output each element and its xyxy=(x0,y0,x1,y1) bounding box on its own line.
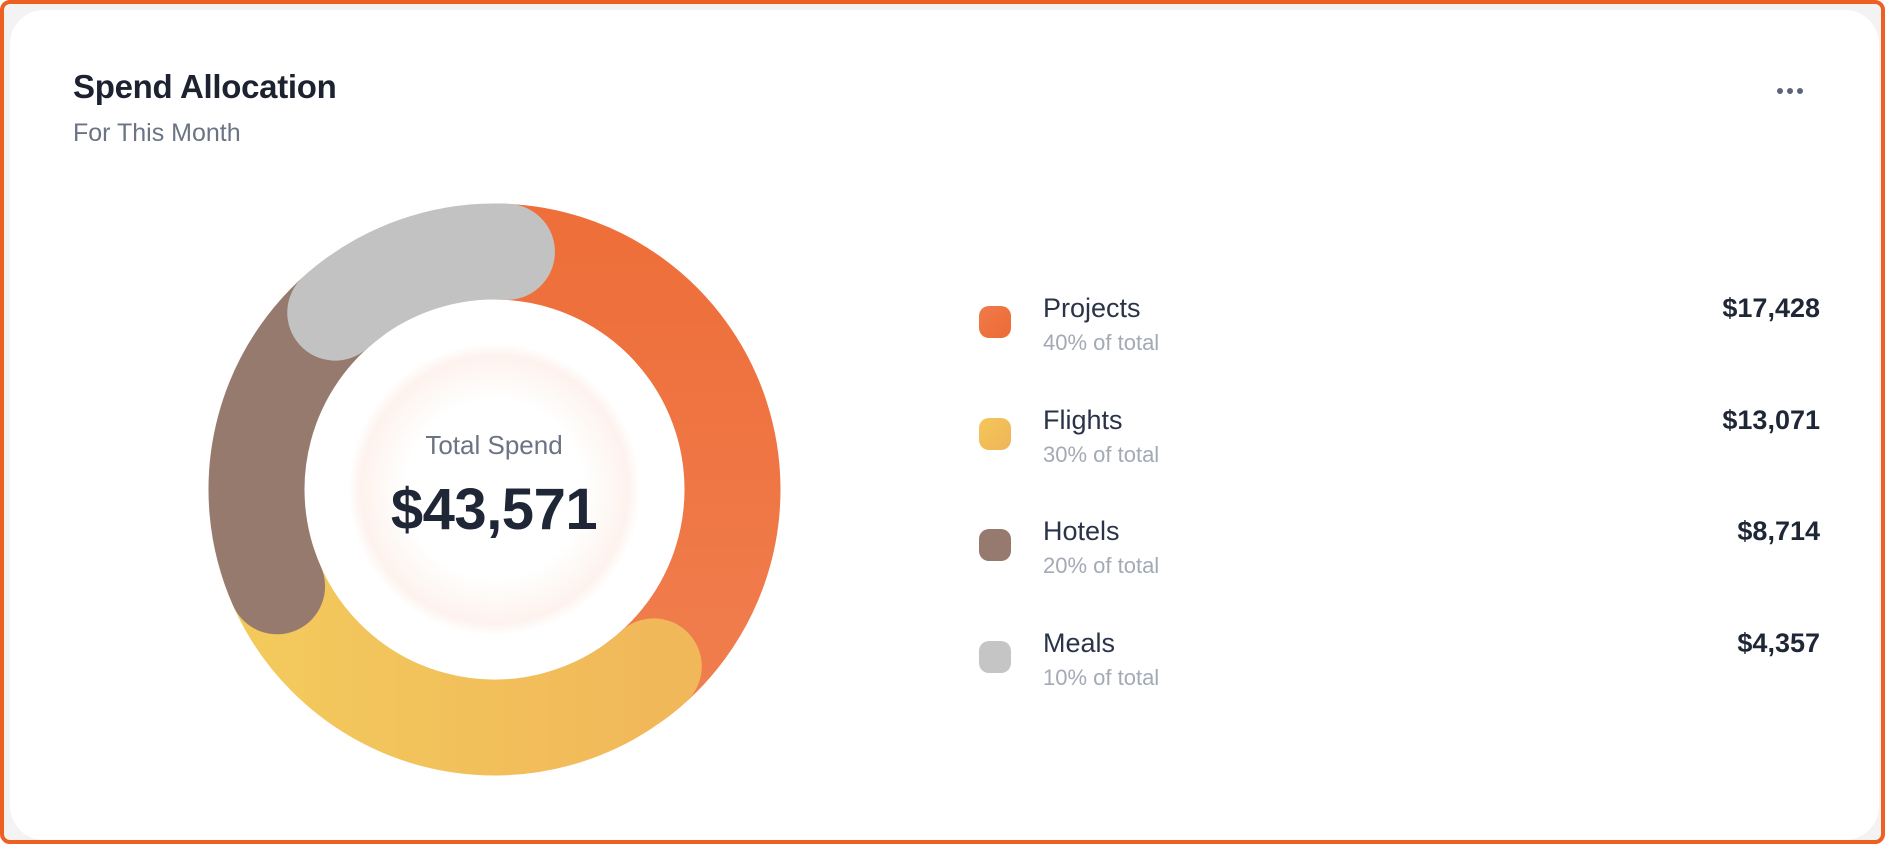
legend-label: Projects xyxy=(1043,293,1141,323)
swatch-hotels xyxy=(979,529,1011,561)
swatch-meals xyxy=(979,641,1011,673)
legend-percent: 40% of total xyxy=(1043,330,1160,355)
legend-value: $8,714 xyxy=(1737,516,1820,546)
donut-chart xyxy=(208,203,781,776)
legend-percent: 20% of total xyxy=(1043,553,1160,578)
legend-item-flights[interactable]: Flights 30% of total $13,071 xyxy=(979,399,1820,469)
legend-label: Flights xyxy=(1043,405,1123,435)
legend-percent: 10% of total xyxy=(1043,665,1160,690)
swatch-flights xyxy=(979,418,1011,450)
legend-item-projects[interactable]: Projects 40% of total $17,428 xyxy=(979,287,1820,357)
legend-item-meals[interactable]: Meals 10% of total $4,357 xyxy=(979,622,1820,692)
legend-percent: 30% of total xyxy=(1043,442,1160,467)
total-spend-label: Total Spend xyxy=(425,430,563,460)
more-horizontal-icon xyxy=(1787,88,1793,94)
total-spend-value: $43,571 xyxy=(390,477,598,542)
legend-value: $17,428 xyxy=(1722,293,1820,323)
legend-value: $13,071 xyxy=(1722,405,1820,435)
legend-label: Meals xyxy=(1043,628,1116,658)
card-title: Spend Allocation xyxy=(73,68,337,105)
donut-segment-meals[interactable] xyxy=(287,203,555,361)
legend-value: $4,357 xyxy=(1737,628,1820,658)
more-horizontal-icon xyxy=(1777,88,1783,94)
legend-label: Hotels xyxy=(1043,516,1120,546)
donut-segment-projects[interactable] xyxy=(493,203,781,721)
swatch-projects xyxy=(979,306,1011,338)
more-options-button[interactable] xyxy=(1768,79,1812,103)
more-horizontal-icon xyxy=(1797,88,1803,94)
card-subtitle: For This Month xyxy=(73,119,241,147)
legend-item-hotels[interactable]: Hotels 20% of total $8,714 xyxy=(979,510,1820,580)
donut-segment-flights[interactable] xyxy=(220,515,702,776)
